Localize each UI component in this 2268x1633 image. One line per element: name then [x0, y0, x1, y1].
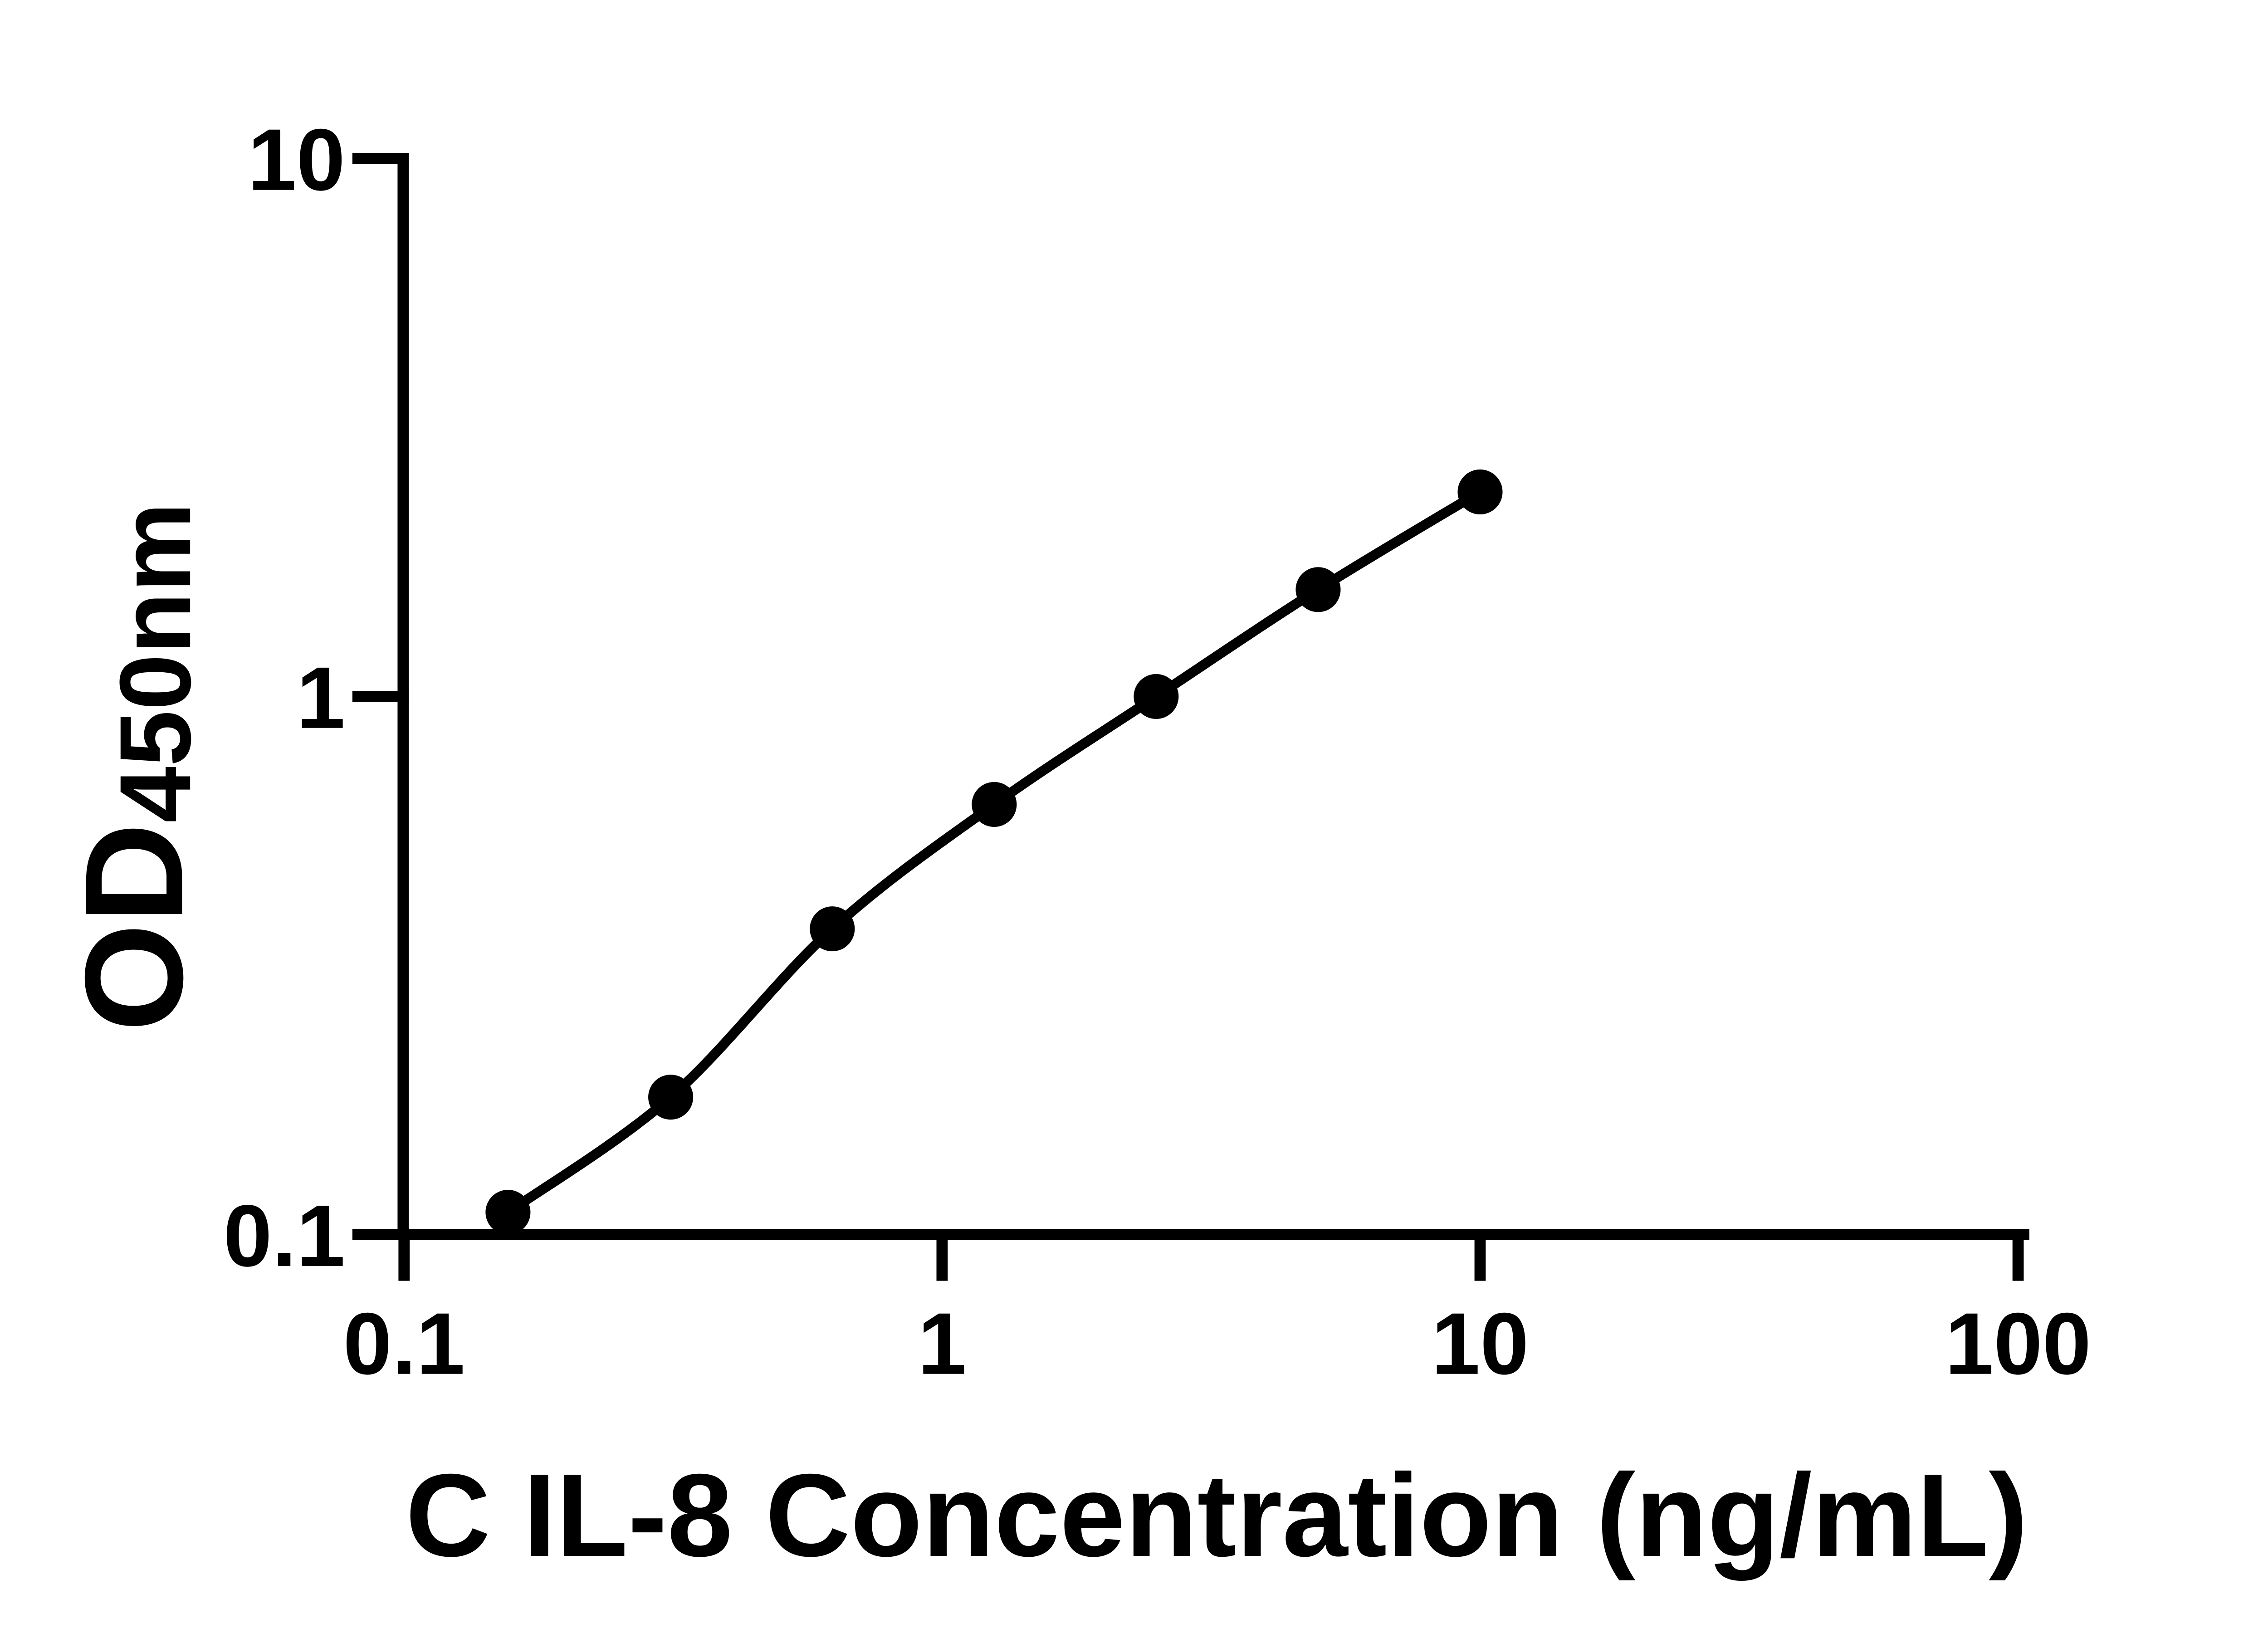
data-point-7	[1457, 469, 1503, 515]
data-point-5	[1134, 674, 1179, 719]
y-axis-title: OD450nm	[56, 502, 212, 1032]
y-axis-title-sub: 450nm	[99, 502, 212, 822]
tick-marks	[352, 152, 2024, 1281]
x-tick-label-0.1: 0.1	[343, 1295, 465, 1393]
data-points	[485, 469, 1503, 1235]
y-axis-title-main: OD	[56, 823, 212, 1032]
data-point-3	[810, 906, 855, 952]
data-point-4	[972, 782, 1017, 827]
chart-background	[0, 7, 2268, 1626]
y-tick-label-10: 10	[248, 111, 345, 209]
y-tick-label-0.1: 0.1	[223, 1187, 345, 1285]
data-point-6	[1295, 567, 1341, 612]
x-tick-label-10: 10	[1432, 1295, 1529, 1393]
tick-labels: 0.1 1 10 100 0.1 1 10	[223, 111, 2091, 1393]
y-tick-label-1: 1	[297, 649, 345, 747]
data-point-1	[485, 1189, 531, 1235]
x-tick-label-100: 100	[1945, 1295, 2091, 1393]
x-axis-title: C IL-8 Concentration (ng/mL)	[406, 1450, 2028, 1582]
x-tick-label-1: 1	[918, 1295, 966, 1393]
data-point-2	[648, 1075, 694, 1120]
